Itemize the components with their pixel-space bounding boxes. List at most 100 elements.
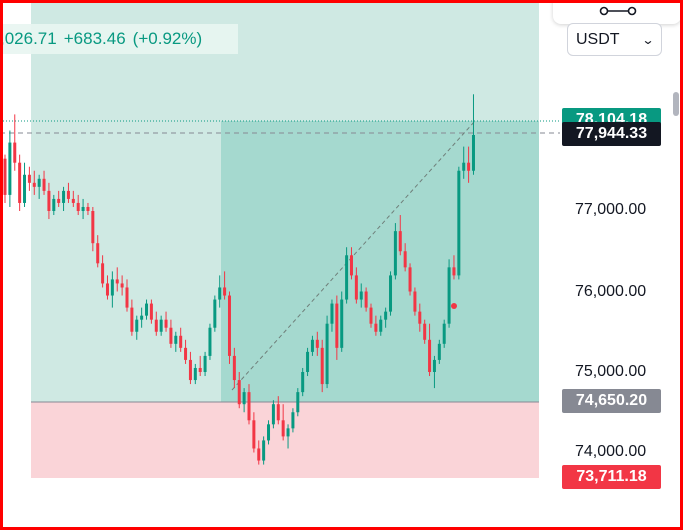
candle-body — [354, 275, 358, 300]
price-header: ,026.71 +683.46 (+0.92%) — [0, 24, 238, 54]
candle-body — [169, 327, 173, 344]
candle-body — [47, 190, 51, 211]
y-tick-label: 76,000.00 — [575, 283, 647, 300]
candle-body — [310, 339, 314, 352]
candle-body — [62, 190, 66, 203]
entry-price-tag: 74,650.20 — [562, 389, 661, 413]
last-price: ,026.71 — [0, 29, 57, 48]
candle-body — [27, 174, 31, 183]
candle-body — [276, 404, 280, 421]
candles — [3, 94, 475, 465]
candle-body — [135, 319, 139, 332]
candle-body — [413, 291, 417, 312]
trend-line — [231, 120, 476, 391]
candle-body — [66, 190, 70, 199]
candle-body — [184, 347, 188, 360]
chevron-down-icon: ⌄ — [641, 32, 655, 47]
profit-zone-active — [221, 121, 539, 402]
candle-body — [315, 339, 319, 348]
candle-body — [471, 134, 475, 171]
candle-body — [37, 178, 41, 187]
candle-body — [320, 347, 324, 385]
order-marker — [451, 303, 457, 309]
price-change: +683.46 — [63, 29, 126, 48]
candle-body — [393, 231, 397, 276]
stop-price-tag: 73,711.18 — [562, 465, 661, 489]
candle-body — [237, 380, 241, 405]
candle-body — [154, 319, 158, 332]
candle-body — [349, 255, 353, 276]
candle-body — [145, 303, 149, 316]
candle-body — [213, 299, 217, 328]
candle-body — [462, 162, 466, 171]
candle-body — [447, 267, 451, 324]
candle-body — [257, 448, 261, 461]
candle-body — [208, 327, 212, 356]
candle-body — [359, 291, 363, 300]
candle-body — [91, 211, 95, 244]
candle-body — [467, 162, 471, 171]
candle-body — [198, 367, 202, 372]
candle-body — [188, 359, 192, 381]
candle-body — [125, 287, 129, 308]
candle-body — [364, 291, 368, 308]
candle-body — [271, 404, 275, 425]
candle-body — [57, 198, 61, 203]
candle-body — [227, 295, 231, 356]
candle-body — [432, 359, 436, 372]
candle-body — [291, 412, 295, 429]
candle-body — [3, 158, 7, 195]
candle-body — [335, 303, 339, 348]
candle-body — [418, 311, 422, 324]
candle-body — [281, 420, 285, 437]
candle-body — [457, 170, 461, 276]
candle-body — [340, 299, 344, 348]
candle-body — [325, 323, 329, 385]
candle-body — [164, 319, 168, 328]
toolbar[interactable] — [553, 0, 681, 24]
candle-body — [120, 283, 124, 288]
candle-body — [403, 251, 407, 268]
candle-body — [330, 303, 334, 324]
candle-body — [13, 142, 17, 163]
currency-select[interactable]: USDT ⌄ — [567, 23, 662, 56]
connector-icon[interactable] — [598, 4, 638, 18]
candle-body — [71, 198, 75, 203]
candle-body — [423, 323, 427, 340]
candle-body — [42, 178, 46, 191]
candle-body — [18, 162, 22, 203]
candle-body — [159, 319, 163, 332]
candle-body — [86, 206, 90, 211]
candle-body — [408, 267, 412, 292]
candle-body — [115, 279, 119, 284]
candle-body — [218, 287, 222, 300]
candle-body — [96, 243, 100, 264]
candle-body — [23, 174, 27, 203]
candle-body — [223, 287, 227, 296]
candle-body — [242, 392, 246, 405]
candle-body — [105, 283, 109, 296]
candle-body — [442, 323, 446, 344]
candle-body — [452, 267, 456, 276]
candle-body — [296, 392, 300, 413]
candle-body — [81, 206, 85, 211]
candle-body — [174, 335, 178, 344]
scrollbar-thumb[interactable] — [673, 92, 679, 116]
y-tick-label: 74,000.00 — [575, 443, 647, 460]
y-tick-label: 75,000.00 — [575, 363, 647, 380]
y-tick-label: 77,000.00 — [575, 201, 647, 218]
candle-body — [345, 255, 349, 300]
candle-body — [193, 367, 197, 381]
candle-body — [428, 339, 432, 372]
current-price-tag: 77,944.33 — [562, 122, 661, 146]
candle-body — [76, 202, 80, 211]
candle-body — [398, 231, 402, 252]
candle-body — [306, 351, 310, 372]
candle-body — [110, 279, 114, 296]
candle-body — [52, 198, 56, 211]
candle-body — [247, 392, 251, 421]
candle-body — [374, 323, 378, 332]
candle-body — [179, 335, 183, 348]
candle-body — [301, 372, 305, 393]
